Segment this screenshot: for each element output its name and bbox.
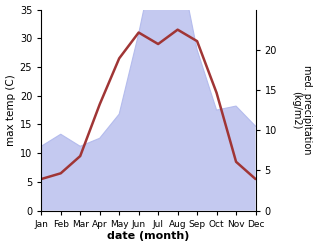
Y-axis label: max temp (C): max temp (C) — [5, 74, 16, 146]
Y-axis label: med. precipitation
(kg/m2): med. precipitation (kg/m2) — [291, 65, 313, 155]
X-axis label: date (month): date (month) — [107, 231, 190, 242]
